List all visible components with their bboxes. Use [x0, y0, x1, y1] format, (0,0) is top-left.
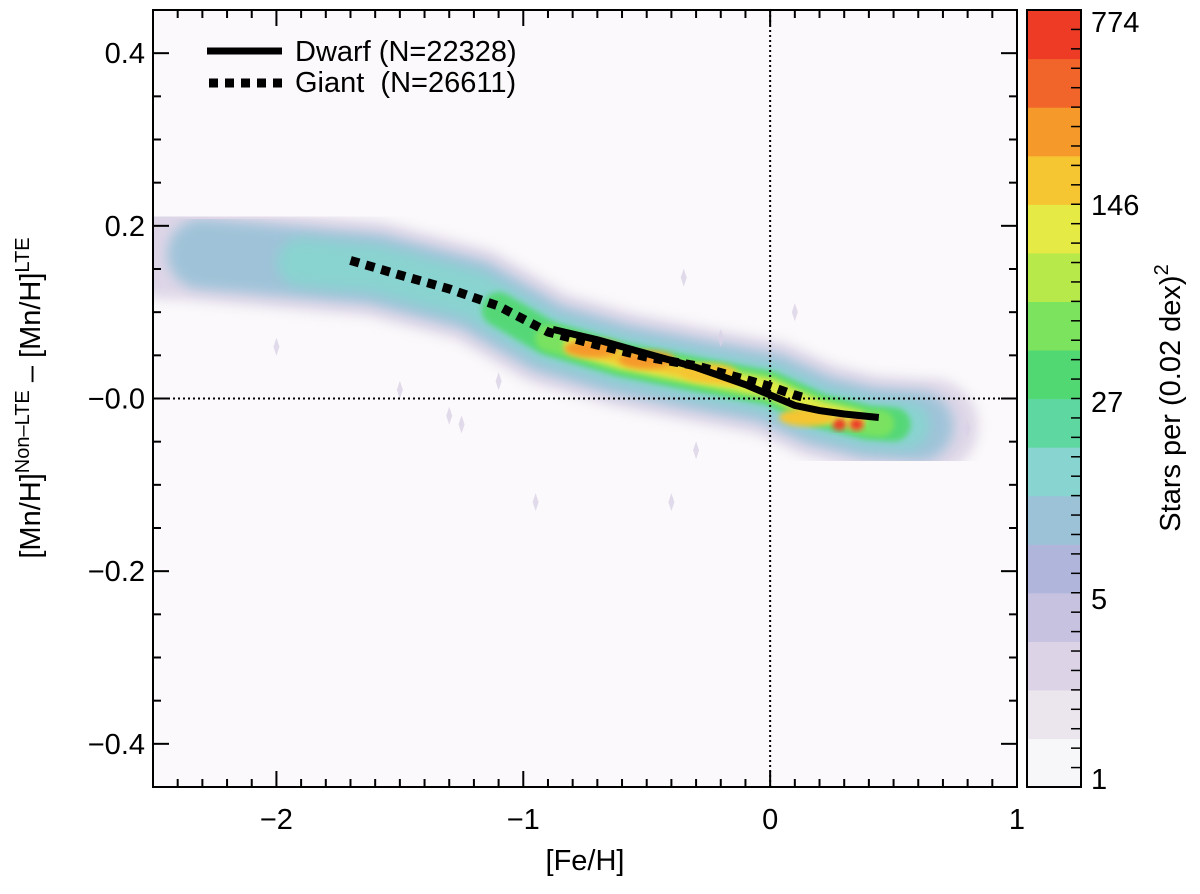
colorbar-segment	[1027, 301, 1081, 319]
density-outlier	[273, 337, 280, 356]
y-axis-title: [Mn/H]Non–LTE – [Mn/H]LTE	[12, 237, 47, 558]
x-tick-label: 1	[1009, 804, 1025, 836]
colorbar-segment	[1027, 382, 1081, 400]
colorbar-segment	[1027, 220, 1081, 238]
colorbar-segment	[1027, 317, 1081, 335]
colorbar-segment	[1027, 770, 1081, 788]
x-tick-label: −2	[260, 804, 293, 836]
colorbar-segment	[1027, 10, 1081, 27]
legend-giant-label: Giant (N=26611)	[295, 67, 516, 99]
density-outlier	[964, 419, 971, 438]
dwarf-series-line	[552, 325, 880, 421]
colorbar-segment	[1027, 188, 1081, 205]
colorbar-title-superscript: 2	[1151, 264, 1173, 275]
colorbar-segment	[1027, 236, 1081, 254]
colorbar-segment	[1027, 528, 1081, 545]
density-outlier	[396, 380, 403, 399]
density-outlier	[717, 329, 724, 348]
density-outlier	[495, 372, 502, 391]
colorbar-tick-label: 146	[1091, 190, 1139, 222]
colorbar-segment	[1027, 430, 1081, 448]
colorbar-segment	[1027, 74, 1081, 92]
colorbar-title-text: Stars per (0.02 dex)	[1155, 275, 1187, 531]
x-axis-title: [Fe/H]	[546, 845, 625, 877]
density-peak	[832, 418, 847, 431]
colorbar-segment	[1027, 463, 1081, 481]
colorbar-segment	[1027, 673, 1081, 691]
y-tick-label: −0.4	[88, 729, 145, 761]
colorbar-segment	[1027, 333, 1081, 351]
colorbar-segment	[1027, 544, 1081, 561]
colorbar-ticks	[1071, 28, 1081, 769]
y-axis-ticks	[153, 9, 1017, 788]
colorbar-segment	[1027, 738, 1081, 756]
colorbar-tick-label: 27	[1091, 387, 1123, 419]
y-axis-title-superscript: LTE	[12, 237, 34, 272]
legend: Dwarf (N=22328) Giant (N=26611)	[207, 36, 517, 99]
colorbar-segment	[1027, 123, 1081, 141]
y-tick-labels: 0.4 0.2 −0.0 −0.2 −0.4	[88, 38, 145, 761]
colorbar-segment	[1027, 511, 1081, 529]
colorbar-tick-label: 774	[1091, 7, 1139, 39]
y-axis-title-part: [Mn/H]	[15, 473, 47, 558]
colorbar-tick-label: 1	[1091, 764, 1107, 796]
colorbar-segment	[1027, 252, 1081, 270]
colorbar-segment	[1027, 349, 1081, 367]
colorbar-segment	[1027, 592, 1081, 610]
colorbar-segment	[1027, 269, 1081, 286]
density-outlier	[532, 493, 539, 512]
colorbar-segment	[1027, 625, 1081, 642]
colorbar-segment	[1027, 155, 1081, 173]
colorbar-segment	[1027, 722, 1081, 740]
y-tick-label: −0.2	[88, 556, 145, 588]
density-peak	[849, 418, 864, 431]
colorbar-segment	[1027, 58, 1081, 76]
colorbar-segment	[1027, 657, 1081, 675]
colorbar-tick-labels: 1 5 27 146 774	[1091, 7, 1139, 796]
y-tick-label: −0.0	[88, 384, 145, 416]
legend-dwarf-label: Dwarf (N=22328)	[295, 36, 517, 68]
colorbar-segment	[1027, 90, 1081, 108]
y-axis-title-minus: –	[15, 365, 47, 382]
colorbar-title: Stars per (0.02 dex)2	[1151, 264, 1187, 531]
x-tick-label: 0	[762, 804, 778, 836]
colorbar-segment	[1027, 171, 1081, 189]
colorbar-segment	[1027, 398, 1081, 416]
density-outlier	[446, 406, 453, 425]
density-outlier	[458, 415, 465, 434]
colorbar-segment	[1027, 641, 1081, 659]
colorbar-segment	[1027, 414, 1081, 432]
colorbar-segment	[1027, 754, 1081, 772]
colorbar	[1027, 10, 1081, 788]
density-outlier	[668, 493, 675, 512]
colorbar-segment	[1027, 204, 1081, 222]
density-outlier	[791, 303, 798, 322]
colorbar-segment	[1027, 26, 1081, 43]
x-axis-ticks	[152, 10, 1018, 787]
colorbar-segment	[1027, 479, 1081, 497]
y-tick-label: 0.4	[105, 38, 145, 70]
colorbar-segment	[1027, 139, 1081, 157]
y-axis-title-superscript: Non–LTE	[12, 390, 34, 473]
colorbar-segment	[1027, 42, 1081, 60]
density-outlier	[693, 441, 700, 460]
colorbar-segment	[1027, 447, 1081, 464]
y-tick-label: 0.2	[105, 211, 145, 243]
x-tick-label: −1	[507, 804, 540, 836]
colorbar-tick-label: 5	[1091, 584, 1107, 616]
colorbar-segment	[1027, 366, 1081, 383]
colorbar-segment	[1027, 608, 1081, 626]
colorbar-segment	[1027, 285, 1081, 302]
colorbar-segment	[1027, 495, 1081, 513]
colorbar-segment	[1027, 107, 1081, 124]
colorbar-segment	[1027, 689, 1081, 707]
colorbar-segment	[1027, 576, 1081, 594]
density-outlier	[680, 268, 687, 287]
x-tick-labels: −2 −1 0 1	[260, 804, 1025, 836]
colorbar-segment	[1027, 706, 1081, 723]
y-axis-title-part: [Mn/H]	[15, 273, 47, 358]
colorbar-segment	[1027, 560, 1081, 578]
